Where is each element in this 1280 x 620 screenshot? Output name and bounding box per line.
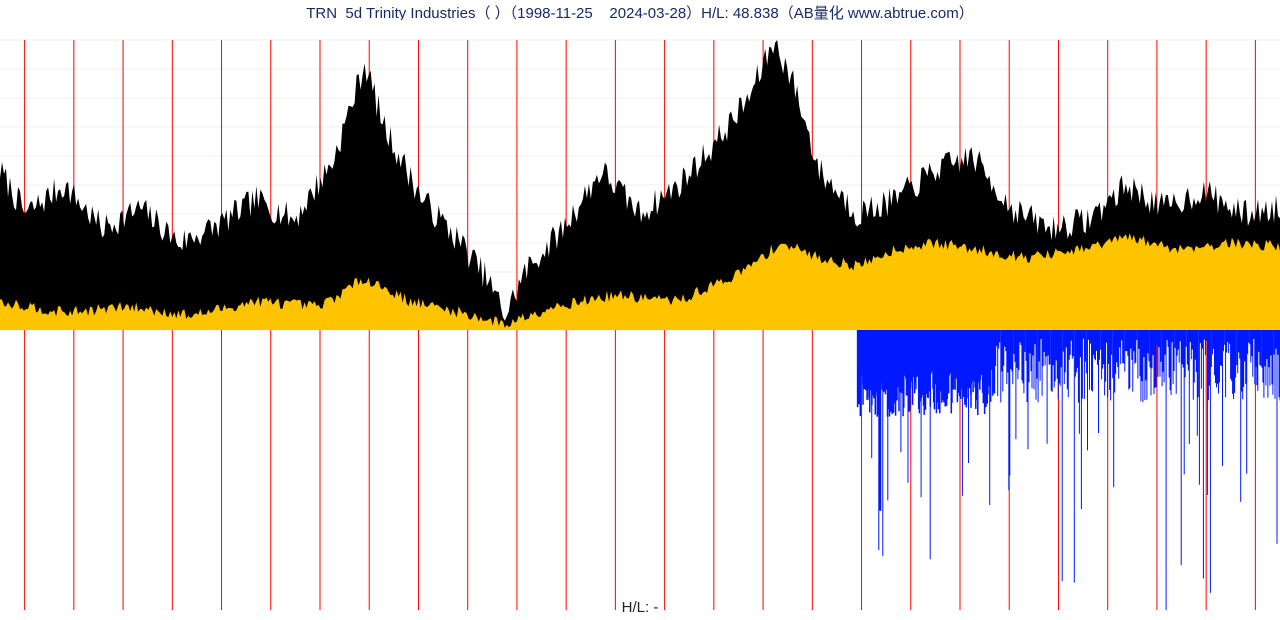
chart-title: TRN_5d Trinity Industries（ ）（1998-11-25_…	[0, 0, 1280, 20]
stock-chart	[0, 20, 1280, 610]
chart-footer: H/L: -	[0, 599, 1280, 616]
